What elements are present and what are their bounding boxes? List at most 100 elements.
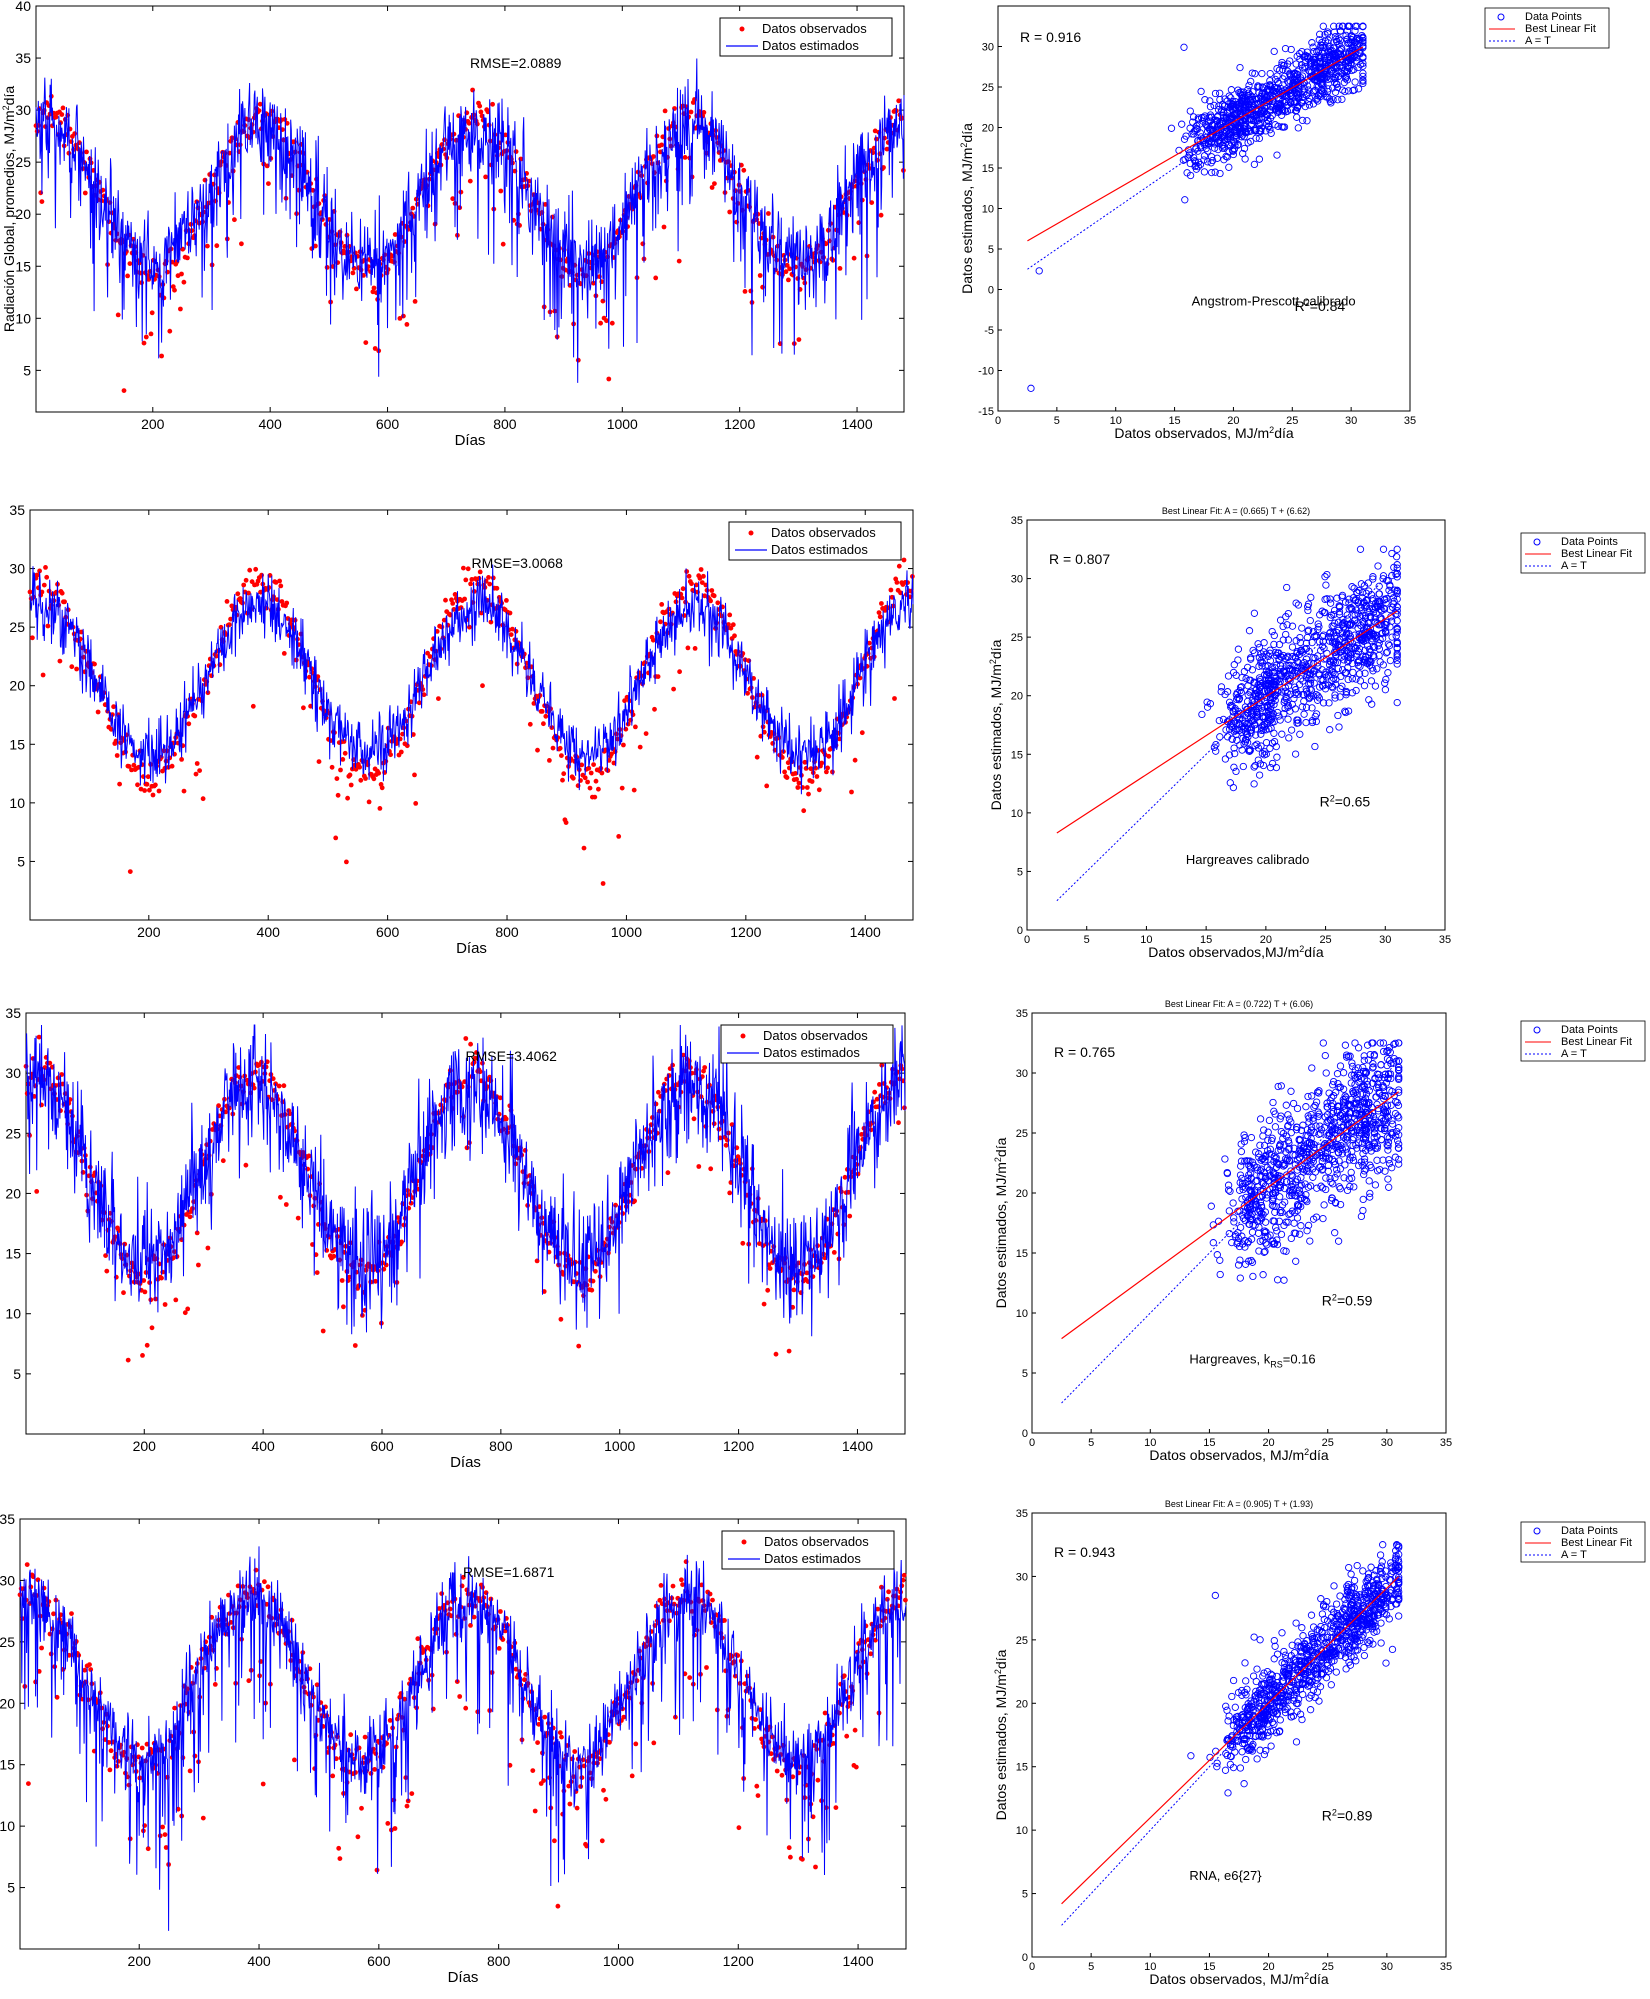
y-tick-label: 25 [1011,632,1023,644]
observed-point [224,599,230,604]
observed-point [896,98,902,104]
legend-observed-marker [739,26,745,32]
method-label: Hargreaves calibrado [1186,852,1310,867]
observed-point [736,182,742,188]
y-tick-label: 5 [17,853,25,869]
x-tick-label: 5 [1054,415,1060,427]
observed-point [653,275,659,281]
observed-point [341,1304,346,1310]
observed-point [72,131,78,137]
observed-point [782,769,787,775]
observed-point [709,185,715,190]
x-tick-label: 30 [1345,415,1357,427]
observed-point [613,1202,618,1208]
observed-point [404,322,410,327]
observed-point [40,672,46,678]
observed-point [329,764,335,770]
observed-point [468,1041,473,1047]
observed-point [59,112,65,117]
legend-fit-label: Best Linear Fit [1525,23,1596,35]
data-point [1292,60,1300,68]
observed-point [350,270,356,276]
observed-point [86,1173,92,1179]
observed-point [243,1162,249,1168]
observed-point [527,721,533,727]
observed-point [488,619,494,625]
y-tick-label: 20 [1016,1188,1028,1200]
observed-point [181,788,187,794]
observed-point [159,353,165,359]
legend-points-label: Data Points [1525,11,1582,23]
observed-point [814,774,820,779]
observed-point [872,1089,878,1095]
y-tick-label: 20 [982,123,994,135]
observed-point [609,1219,615,1225]
observed-point [677,669,682,675]
observed-point [404,743,410,749]
plot-area [29,509,914,921]
observed-point [335,792,341,798]
chart-title: Best Linear Fit: A = (0.722) T + (6.06) [1165,999,1313,1009]
data-point [1181,196,1189,204]
observed-point [561,771,567,777]
observed-point [631,787,637,793]
observed-point [467,178,473,184]
observed-point [606,376,612,382]
observed-point [372,346,378,351]
legend-estimated-label: Datos estimados [763,1045,860,1060]
estimated-line [35,58,905,383]
observed-point [593,778,599,784]
y-tick-label: 10 [1011,808,1023,820]
y-tick-label: 5 [13,1366,21,1382]
observed-point [314,1270,320,1275]
y-tick-label: 25 [982,82,994,94]
observed-point [808,766,814,772]
observed-point [851,255,857,261]
observed-point [483,174,488,180]
y-tick-label: 15 [9,736,25,752]
data-point [1255,155,1264,163]
x-tick-label: 400 [257,924,281,940]
observed-point [243,577,249,583]
observed-point [363,340,369,345]
observed-point [408,1200,414,1206]
observed-point [456,113,461,119]
observed-point [185,255,190,261]
x-tick-label: 10 [1110,415,1122,427]
x-axis-label: Datos observados,MJ/m2día [1148,944,1324,960]
y-tick-label: 35 [1016,1008,1028,1020]
observed-point [786,277,791,283]
observed-point [55,1075,61,1081]
observed-point [57,658,63,664]
observed-point [122,1241,128,1247]
observed-point [148,1297,154,1303]
observed-point [659,142,664,148]
observed-point [761,1301,767,1307]
observed-point [504,148,510,154]
observed-point [125,273,130,279]
timeseries-ts1: 200 400 600 800 1000 1200 1400510152025303540R… [1,0,906,449]
y-tick-label: 25 [15,154,31,170]
x-tick-label: 1200 [730,924,761,940]
observed-point [140,1353,145,1358]
observed-point [727,612,733,618]
observed-point [143,334,149,340]
observed-point [479,113,485,119]
observed-point [500,241,506,247]
observed-point [727,209,733,215]
observed-point [179,271,184,277]
observed-point [741,167,747,173]
observed-point [36,1034,42,1040]
observed-point [684,569,690,574]
observed-point [658,619,663,625]
data-point [1327,75,1335,83]
x-tick-label: 400 [251,1438,275,1454]
observed-point [295,1215,301,1221]
observed-point [114,753,120,758]
observed-point [62,599,67,605]
data-point [1186,107,1194,115]
observed-point [680,586,686,592]
